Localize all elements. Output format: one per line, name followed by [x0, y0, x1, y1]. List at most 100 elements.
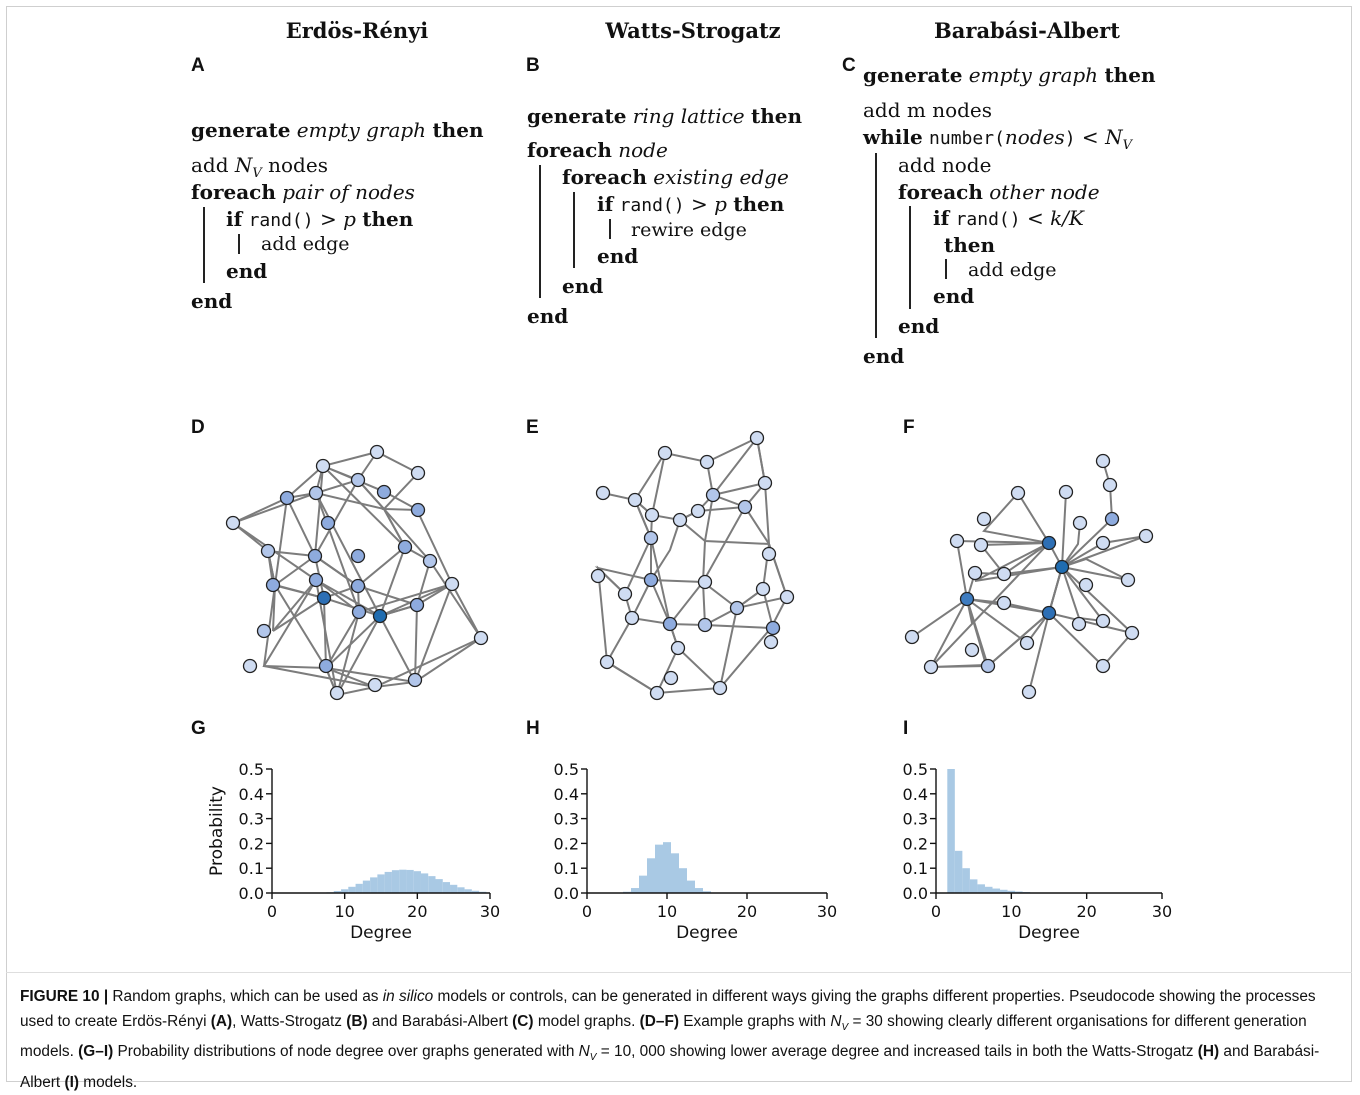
- caption-math-eq: = 10, 000: [596, 1043, 665, 1060]
- code-italic: other node: [989, 180, 1099, 204]
- code-indent-bar: [203, 207, 205, 283]
- code-keyword: while: [863, 125, 923, 149]
- graph-node: [659, 447, 672, 460]
- y-tick-label: 0.2: [554, 834, 579, 853]
- x-tick-label: 20: [407, 902, 427, 921]
- code-indent-bar: [539, 165, 541, 298]
- graph-node: [906, 631, 919, 644]
- code-keyword: end: [933, 284, 974, 308]
- y-tick-label: 0.2: [903, 834, 928, 853]
- y-tick-label: 0.3: [903, 810, 928, 829]
- graph-node: [629, 494, 642, 507]
- graph-node: [353, 606, 366, 619]
- code-keyword: end: [863, 344, 904, 368]
- panel-letter-b: B: [526, 55, 540, 77]
- code-text: rewire edge: [631, 219, 747, 241]
- graph-node: [645, 532, 658, 545]
- graph-node: [1106, 513, 1119, 526]
- x-axis-label: Degree: [1018, 923, 1080, 943]
- code-keyword: if: [933, 206, 949, 230]
- code-line: rewire edge: [631, 217, 747, 244]
- graph-node: [692, 505, 705, 518]
- graph-node: [267, 579, 280, 592]
- x-tick-label: 10: [1001, 902, 1021, 921]
- x-tick-label: 0: [267, 902, 277, 921]
- histogram-bar: [647, 858, 655, 893]
- graph-node: [664, 618, 677, 631]
- graph-node: [982, 660, 995, 673]
- graph-node: [310, 487, 323, 500]
- panel-letter-i: I: [903, 718, 908, 740]
- x-tick-label: 10: [334, 902, 354, 921]
- y-tick-label: 0.5: [554, 760, 579, 779]
- graph-node: [399, 541, 412, 554]
- code-indent-bar: [945, 259, 947, 279]
- x-axis-label: Degree: [676, 923, 738, 943]
- graph-node: [672, 642, 685, 655]
- graph-node: [601, 656, 614, 669]
- panel-letter-h: H: [526, 718, 540, 740]
- code-text: add node: [898, 153, 991, 177]
- histogram-bar: [970, 879, 978, 893]
- graph-node: [701, 456, 714, 469]
- graph-node: [998, 597, 1011, 610]
- caption-text: , Watts-Strogatz: [232, 1013, 346, 1030]
- graph-node: [1074, 517, 1087, 530]
- graph-node: [969, 567, 982, 580]
- graph-node: [1073, 618, 1086, 631]
- graph-node: [1012, 487, 1025, 500]
- y-tick-label: 0.3: [554, 810, 579, 829]
- code-line: generate empty graph then: [863, 62, 1155, 89]
- histogram-bar: [392, 870, 399, 893]
- graph-node: [966, 644, 979, 657]
- graph-node: [1097, 537, 1110, 550]
- code-keyword: end: [898, 314, 939, 338]
- code-keyword: if: [597, 192, 613, 216]
- graph-node: [951, 535, 964, 548]
- histogram-bar: [695, 888, 703, 893]
- graph-node: [409, 674, 422, 687]
- y-tick-label: 0.2: [239, 834, 264, 853]
- graph-node: [651, 687, 664, 700]
- code-keyword: end: [191, 289, 232, 313]
- graph-node: [1043, 607, 1056, 620]
- code-keyword: if: [226, 207, 242, 231]
- code-line: add m nodes: [863, 97, 992, 124]
- code-italic: pair of nodes: [282, 180, 415, 204]
- graph-node: [1097, 660, 1110, 673]
- y-tick-label: 0.5: [239, 760, 264, 779]
- panel-letter-f: F: [903, 417, 915, 439]
- code-italic: node: [618, 138, 668, 162]
- code-line: if rand() > p then: [226, 206, 413, 234]
- histogram-bar: [399, 870, 406, 893]
- graph-node: [412, 504, 425, 517]
- caption-ref: (H): [1198, 1043, 1219, 1060]
- title-watts-strogatz: Watts-Strogatz: [563, 18, 823, 43]
- code-indent-bar: [609, 219, 611, 239]
- x-tick-label: 20: [737, 902, 757, 921]
- code-sub: V: [1123, 138, 1132, 153]
- code-keyword: then: [733, 192, 784, 216]
- y-tick-label: 0.1: [239, 859, 264, 878]
- graph-node: [759, 477, 772, 490]
- code-keyword: foreach: [562, 165, 647, 189]
- code-fn: rand(): [956, 209, 1021, 230]
- graph-node: [699, 619, 712, 632]
- y-tick-label: 0.0: [239, 884, 264, 903]
- histogram-bar: [348, 887, 355, 893]
- histogram-bar: [377, 874, 384, 893]
- code-italic: ring lattice: [633, 104, 745, 128]
- graph-node: [763, 548, 776, 561]
- histogram-bar: [428, 876, 435, 893]
- code-fn: number(: [929, 128, 1005, 149]
- code-op: >: [314, 207, 343, 231]
- x-axis-label: Degree: [350, 923, 412, 943]
- graph-node: [227, 517, 240, 530]
- graph-node: [1104, 479, 1117, 492]
- graph-node: [699, 576, 712, 589]
- graph-node: [258, 625, 271, 638]
- x-tick-label: 30: [1152, 902, 1172, 921]
